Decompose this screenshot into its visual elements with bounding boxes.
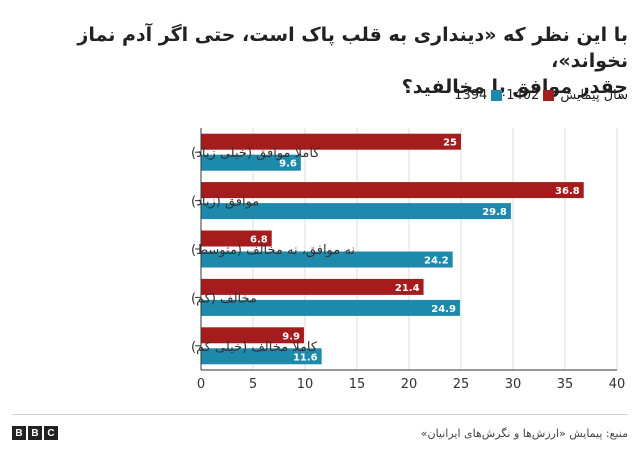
x-tick-label-0: 0: [197, 377, 205, 392]
bar-1394-0: [201, 154, 301, 171]
footer-divider: [12, 414, 628, 415]
bbc-logo: B B C: [12, 426, 58, 440]
x-tick-label-30: 30: [505, 377, 522, 392]
bar-1394-3: [201, 299, 460, 316]
bar-1402-0: [201, 133, 461, 150]
legend-swatch-1402: [543, 90, 555, 101]
bar-label-1402-0: 25: [443, 138, 457, 149]
bar-1402-3: [201, 278, 424, 295]
bar-1402-2: [201, 230, 272, 247]
bar-label-1402-4: 9.9: [282, 331, 300, 342]
category-label-4: کاملا مخالف (خیلی کم): [191, 340, 318, 355]
category-label-2: نه موافق، نه مخالف (متوسط): [191, 243, 355, 258]
title-line-2: چقدر موافق یا مخالفید؟: [401, 76, 628, 98]
legend-label-1402: 1402: [506, 88, 540, 103]
logo-letter-b2: B: [28, 426, 42, 440]
bar-1394-1: [201, 203, 511, 220]
bar-label-1394-4: 11.6: [293, 352, 318, 363]
bar-label-1394-0: 9.6: [279, 159, 297, 170]
bar-1402-4: [201, 327, 304, 344]
bar-label-1394-3: 24.9: [431, 304, 456, 315]
category-label-3: مخالف (کم): [191, 291, 257, 306]
x-tick-label-25: 25: [453, 377, 470, 392]
x-tick-label-10: 10: [297, 377, 314, 392]
legend: سال پیمایش 1402 1394: [454, 88, 628, 103]
title-line-1: با این نظر که «دینداری به قلب پاک است، ح…: [77, 24, 628, 72]
x-tick-label-15: 15: [349, 377, 366, 392]
x-tick-label-20: 20: [401, 377, 418, 392]
bar-1394-2: [201, 251, 453, 268]
legend-label-1394: 1394: [454, 88, 488, 103]
bar-label-1402-3: 21.4: [395, 283, 420, 294]
bar-1394-4: [201, 348, 322, 365]
category-label-1: موافق (زیاد): [191, 195, 259, 210]
bar-label-1394-1: 29.8: [482, 207, 507, 218]
x-tick-label-40: 40: [609, 377, 626, 392]
bar-label-1402-1: 36.8: [555, 186, 580, 197]
chart-title: با این نظر که «دینداری به قلب پاک است، ح…: [18, 22, 628, 100]
x-tick-label-5: 5: [249, 377, 257, 392]
bar-label-1402-2: 6.8: [250, 235, 268, 246]
bar-1402-1: [201, 182, 584, 199]
logo-letter-c: C: [44, 426, 58, 440]
bar-label-1394-2: 24.2: [424, 256, 449, 267]
logo-letter-b1: B: [12, 426, 26, 440]
x-tick-label-35: 35: [557, 377, 574, 392]
legend-title: سال پیمایش: [560, 88, 628, 103]
source-note: منبع: پیمایش «ارزش‌ها و نگرش‌های ایرانیا…: [420, 427, 628, 440]
legend-swatch-1394: [491, 90, 503, 101]
category-label-0: کاملا موافق (خیلی زیاد): [191, 146, 320, 161]
